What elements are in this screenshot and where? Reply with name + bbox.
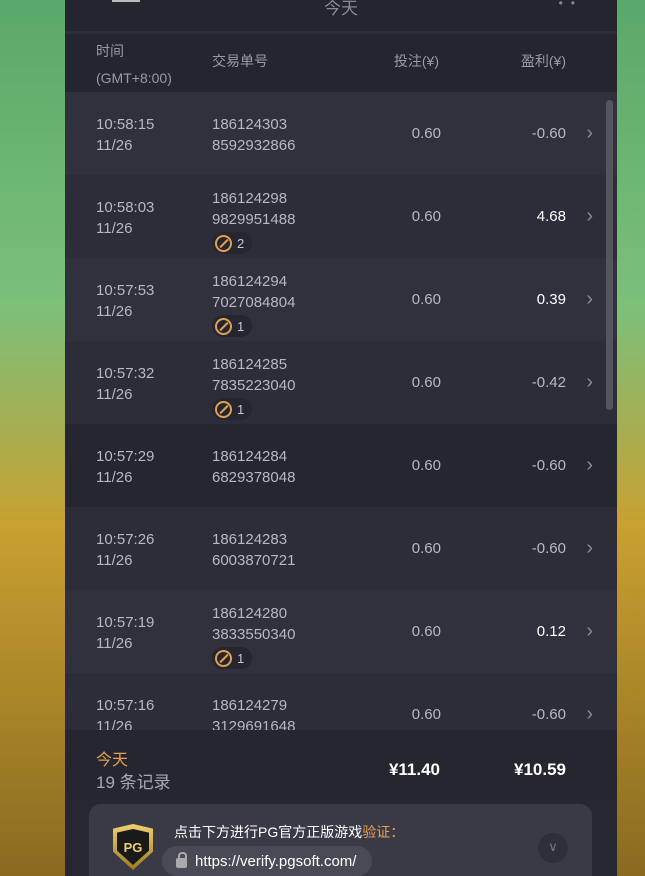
summary: 今天 19 条记录 ¥11.40 ¥10.59: [65, 730, 617, 800]
row-date: 11/26: [96, 469, 133, 486]
spin-icon: [215, 317, 232, 335]
row-bet: 0.60: [411, 208, 441, 225]
row-profit: 4.68: [536, 208, 566, 225]
free-spin-badge: 1: [212, 398, 253, 420]
row-date: 11/26: [96, 137, 133, 154]
row-date: 11/26: [96, 635, 133, 652]
table-row[interactable]: 10:57:53 11/26 186124294 7027084804 1 0.60 …: [65, 258, 617, 341]
row-date: 11/26: [96, 552, 133, 569]
top-bar: 今天 ••: [65, 0, 617, 34]
row-bet: 0.60: [411, 623, 441, 640]
row-id-1: 186124280: [212, 605, 288, 622]
page-title[interactable]: 今天: [324, 0, 358, 18]
pg-shield-logo: PG: [113, 824, 153, 870]
filter-icon[interactable]: ••: [558, 0, 583, 10]
row-id-2: 7835223040: [212, 377, 296, 394]
row-bet: 0.60: [411, 374, 441, 391]
row-time: 10:57:53: [96, 282, 155, 299]
table-row[interactable]: 10:58:15 11/26 186124303 8592932866 0.60 -…: [65, 92, 617, 175]
summary-total-bet: ¥11.40: [388, 760, 440, 779]
summary-total-profit: ¥10.59: [514, 760, 566, 779]
row-id-1: 186124283: [212, 531, 288, 548]
row-id-1: 186124284: [212, 448, 288, 465]
row-date: 11/26: [96, 303, 133, 320]
verify-banner: PG 点击下方进行PG官方正版游戏验证： https://verify.pgso…: [89, 804, 592, 876]
row-bet: 0.60: [411, 706, 441, 723]
scrollbar[interactable]: [606, 100, 613, 410]
row-id-1: 186124294: [212, 273, 288, 290]
col-txn: 交易单号: [212, 53, 268, 69]
chevron-right-icon[interactable]: ›: [586, 371, 593, 393]
row-time: 10:57:19: [96, 614, 155, 631]
row-bet: 0.60: [411, 457, 441, 474]
row-profit: 0.39: [536, 291, 566, 308]
col-time: 时间: [96, 43, 124, 59]
chevron-right-icon[interactable]: ›: [586, 620, 593, 642]
row-profit: -0.60: [531, 125, 566, 142]
bet-history-panel: 今天 •• 时间 (GMT+8:00) 交易单号 投注(¥) 盈利(¥) 10:5…: [65, 0, 617, 876]
row-time: 10:57:29: [96, 448, 155, 465]
row-id-2: 8592932866: [212, 137, 296, 154]
row-time: 10:58:03: [96, 199, 155, 216]
table-row[interactable]: 10:57:29 11/26 186124284 6829378048 0.60 -…: [65, 424, 617, 507]
free-spin-badge: 1: [212, 647, 253, 669]
lock-icon: [176, 852, 187, 868]
spin-icon: [215, 649, 232, 667]
table-header: 时间 (GMT+8:00) 交易单号 投注(¥) 盈利(¥): [65, 34, 617, 89]
chevron-right-icon[interactable]: ›: [586, 288, 593, 310]
row-bet: 0.60: [411, 540, 441, 557]
row-id-1: 186124298: [212, 190, 288, 207]
record-list: 10:58:15 11/26 186124303 8592932866 0.60 -…: [65, 92, 617, 730]
row-id-2: 6003870721: [212, 552, 296, 569]
verify-text: 点击下方进行PG官方正版游戏: [174, 824, 363, 840]
col-timezone: (GMT+8:00): [96, 70, 172, 86]
row-time: 10:57:26: [96, 531, 155, 548]
row-id-1: 186124285: [212, 356, 288, 373]
row-time: 10:58:15: [96, 116, 155, 133]
chevron-right-icon[interactable]: ›: [586, 122, 593, 144]
chevron-right-icon[interactable]: ›: [586, 703, 593, 725]
table-row[interactable]: 10:57:32 11/26 186124285 7835223040 1 0.60 …: [65, 341, 617, 424]
row-profit: -0.60: [531, 457, 566, 474]
row-profit: -0.60: [531, 706, 566, 723]
summary-count: 19 条记录: [96, 773, 171, 792]
row-id-2: 3833550340: [212, 626, 296, 643]
free-spin-badge: 2: [212, 232, 253, 254]
free-spin-badge: 1: [212, 315, 253, 337]
row-id-1: 186124303: [212, 116, 288, 133]
row-time: 10:57:32: [96, 365, 155, 382]
spin-icon: [215, 400, 232, 418]
table-row[interactable]: 10:57:16 11/26 186124279 3129691648 0.60 -…: [65, 673, 617, 730]
table-row[interactable]: 10:58:03 11/26 186124298 9829951488 2 0.60 …: [65, 175, 617, 258]
verify-highlight: 验证: [362, 824, 391, 840]
table-row[interactable]: 10:57:19 11/26 186124280 3833550340 1 0.60 …: [65, 590, 617, 673]
col-profit: 盈利(¥): [520, 53, 566, 69]
chevron-right-icon[interactable]: ›: [586, 454, 593, 476]
verify-url-link[interactable]: https://verify.pgsoft.com/: [162, 846, 373, 876]
row-id-2: 9829951488: [212, 211, 296, 228]
row-bet: 0.60: [411, 291, 441, 308]
row-time: 10:57:16: [96, 697, 155, 714]
row-profit: -0.60: [531, 540, 566, 557]
summary-period: 今天: [96, 752, 129, 769]
row-date: 11/26: [96, 386, 133, 403]
row-id-2: 6829378048: [212, 469, 296, 486]
row-id-2: 3129691648: [212, 718, 296, 730]
chevron-down-icon[interactable]: ∨: [538, 833, 568, 863]
row-id-2: 7027084804: [212, 294, 296, 311]
row-bet: 0.60: [411, 125, 441, 142]
row-date: 11/26: [96, 718, 133, 730]
row-id-1: 186124279: [212, 697, 288, 714]
row-profit: -0.42: [531, 374, 566, 391]
spin-icon: [215, 234, 232, 252]
chevron-right-icon[interactable]: ›: [586, 205, 593, 227]
menu-icon[interactable]: [112, 0, 140, 2]
col-bet: 投注(¥): [393, 53, 439, 69]
row-date: 11/26: [96, 220, 133, 237]
table-row[interactable]: 10:57:26 11/26 186124283 6003870721 0.60 -…: [65, 507, 617, 590]
row-profit: 0.12: [536, 623, 566, 640]
chevron-right-icon[interactable]: ›: [586, 537, 593, 559]
